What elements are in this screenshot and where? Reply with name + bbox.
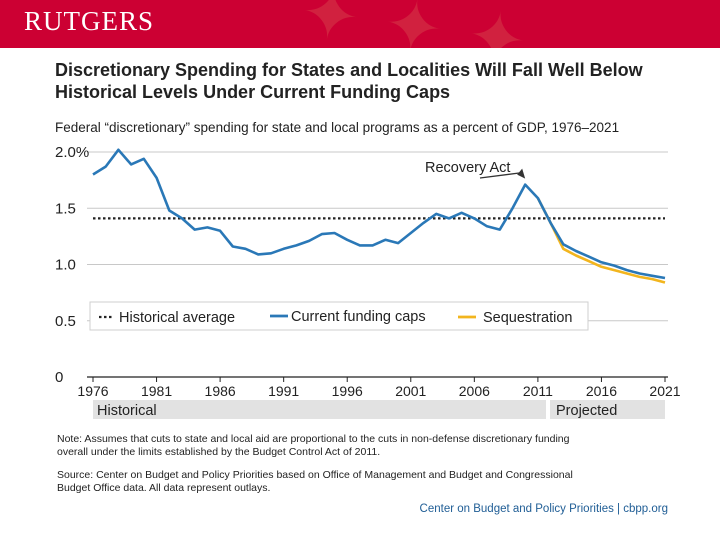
chart-title-line1: Discretionary Spending for States and Lo…	[55, 60, 644, 80]
y-tick-label: 1.0	[55, 257, 76, 274]
rutgers-logo: RUTGERS	[24, 6, 155, 36]
legend: Historical average Current funding caps …	[89, 301, 589, 331]
annotation-arrowhead	[517, 168, 526, 179]
sequestration-line	[536, 197, 666, 284]
note-line1: Note: Assumes that cuts to state and loc…	[57, 433, 570, 445]
x-tick-label: 2011	[523, 383, 553, 399]
chart-title-line2: Historical Levels Under Current Funding …	[55, 82, 450, 102]
source-line1: Source: Center on Budget and Policy Prio…	[57, 469, 573, 481]
x-tick-label: 2001	[395, 383, 426, 399]
x-tick-label: 1981	[141, 383, 172, 399]
y-tick-label: 0.5	[55, 313, 76, 330]
source-line2: Budget Office data. All data represent o…	[57, 482, 270, 494]
footer-credit: Center on Budget and Policy Priorities |…	[420, 503, 668, 515]
projected-band	[550, 400, 665, 419]
x-tick-label: 2006	[459, 383, 490, 399]
y-axis-ticks: 2.0% 1.5 1.0 0.5 0	[55, 144, 89, 386]
x-tick-label: 2021	[649, 383, 680, 399]
legend-label-sequestration: Sequestration	[483, 310, 572, 326]
projected-band-label: Projected	[556, 403, 617, 419]
header-bar: ✦ ✦ ✦ RUTGERS	[0, 0, 720, 48]
y-tick-label: 1.5	[55, 200, 76, 217]
header-watermark: ✦ ✦ ✦	[295, 0, 535, 48]
x-axis-ticks: 1976 1981 1986 1991 1996 2001 2006 2011 2016 2021	[77, 377, 681, 399]
x-tick-label: 1976	[77, 383, 108, 399]
recovery-act-annotation: Recovery Act	[425, 160, 526, 179]
note-line2: overall under the limits established by …	[57, 446, 380, 458]
gridlines	[87, 151, 668, 322]
historical-band	[93, 400, 546, 419]
chart: Discretionary Spending for States and Lo…	[55, 60, 681, 515]
chart-subtitle: Federal “discretionary” spending for sta…	[55, 120, 619, 135]
current-funding-caps-line	[92, 148, 666, 280]
annotation-arrow	[479, 171, 523, 179]
legend-label-historical-average: Historical average	[119, 310, 235, 326]
x-tick-label: 2016	[586, 383, 617, 399]
y-tick-label: 0	[55, 369, 63, 386]
x-tick-label: 1996	[332, 383, 363, 399]
x-tick-label: 1991	[268, 383, 299, 399]
annotation-label: Recovery Act	[425, 160, 510, 176]
legend-label-current-funding-caps: Current funding caps	[291, 309, 426, 325]
legend-box	[89, 301, 589, 331]
historical-band-label: Historical	[97, 403, 157, 419]
y-tick-label: 2.0%	[55, 144, 89, 161]
x-tick-label: 1986	[205, 383, 236, 399]
